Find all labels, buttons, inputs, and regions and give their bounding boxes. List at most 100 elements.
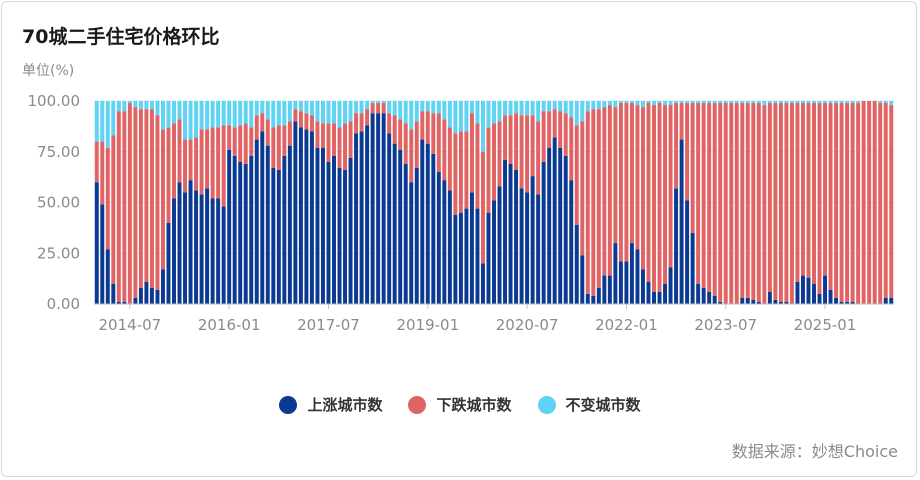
- bar-down: [442, 119, 447, 181]
- bar-flat: [729, 101, 734, 104]
- bar-flat: [365, 101, 370, 110]
- bar-flat: [784, 101, 789, 104]
- bar-up: [414, 167, 419, 304]
- bar-down: [514, 113, 519, 171]
- bar-up: [149, 287, 154, 304]
- bar-down: [376, 103, 381, 114]
- bar-up: [166, 222, 171, 304]
- bar-flat: [320, 101, 325, 124]
- bar-up: [392, 143, 397, 304]
- bar-up: [823, 275, 828, 304]
- bar-down: [663, 105, 668, 284]
- bar-down: [740, 103, 745, 298]
- bar-up: [315, 147, 320, 304]
- bar-down: [425, 111, 430, 144]
- bar-flat: [409, 101, 414, 130]
- bar-up: [696, 283, 701, 304]
- bar-up: [293, 121, 298, 304]
- bar-down: [359, 113, 364, 132]
- bar-flat: [889, 101, 894, 106]
- x-tick-label: 2016-01: [198, 316, 261, 334]
- bar-up: [144, 281, 149, 304]
- bar-flat: [839, 101, 844, 104]
- legend-item-down[interactable]: 下跌城市数: [408, 394, 512, 415]
- bar-flat: [376, 101, 381, 104]
- bar-flat: [265, 101, 270, 120]
- bar-flat: [635, 101, 640, 106]
- bar-down: [508, 115, 513, 164]
- bar-down: [718, 103, 723, 302]
- bar-flat: [563, 101, 568, 114]
- legend-item-flat[interactable]: 不变城市数: [537, 394, 641, 415]
- bar-down: [254, 115, 259, 140]
- bar-up: [784, 301, 789, 304]
- bar-up: [442, 180, 447, 304]
- bar-down: [127, 103, 132, 304]
- bar-down: [541, 111, 546, 162]
- bar-up: [458, 212, 463, 304]
- bar-flat: [492, 101, 496, 124]
- bar-up: [265, 145, 270, 304]
- bar-up: [839, 301, 844, 304]
- bar-up: [497, 186, 502, 304]
- x-tick-label: 2014-07: [99, 316, 162, 334]
- bar-flat: [431, 101, 436, 114]
- bar-flat: [458, 101, 463, 132]
- bar-up: [652, 291, 656, 304]
- bar-flat: [756, 101, 761, 104]
- bar-up: [254, 139, 259, 304]
- bar-down: [629, 103, 634, 244]
- bar-flat: [547, 101, 552, 112]
- bar-down: [265, 119, 270, 146]
- bar-down: [155, 115, 160, 290]
- legend-item-up[interactable]: 上涨城市数: [279, 394, 382, 415]
- bar-flat: [442, 101, 447, 120]
- bar-flat: [326, 101, 331, 124]
- bar-down: [536, 121, 541, 195]
- bar-flat: [745, 101, 750, 104]
- bar-flat: [276, 101, 281, 126]
- bar-down: [602, 107, 607, 276]
- bar-down: [574, 125, 579, 225]
- bar-flat: [116, 101, 121, 112]
- bar-flat: [823, 101, 828, 104]
- legend-swatch-flat: [537, 395, 556, 414]
- bar-down: [828, 103, 833, 290]
- bar-flat: [271, 101, 276, 128]
- stacked-bar-chart: 0.00 25.00 50.00 75.00 100.00 2014-07 2016-01…: [28, 92, 894, 334]
- bar-flat: [679, 101, 684, 104]
- bar-up: [800, 275, 805, 304]
- bar-flat: [751, 101, 756, 104]
- bar-flat: [436, 101, 441, 114]
- bar-flat: [514, 101, 519, 114]
- bar-down: [398, 119, 403, 150]
- legend-label-flat: 不变城市数: [565, 396, 641, 414]
- bar-up: [155, 289, 160, 304]
- bar-up: [447, 190, 452, 304]
- bar-flat: [767, 101, 772, 104]
- bar-flat: [122, 101, 127, 112]
- bar-up: [138, 287, 143, 304]
- bar-up: [100, 204, 105, 304]
- bar-up: [276, 170, 281, 304]
- bar-down: [447, 127, 452, 191]
- bar-up: [403, 163, 408, 304]
- bar-up: [690, 232, 695, 304]
- bar-flat: [254, 101, 259, 116]
- bar-up: [359, 131, 364, 304]
- bar-down: [320, 123, 325, 148]
- bar-down: [701, 103, 706, 288]
- bar-up: [817, 293, 822, 304]
- bar-down: [249, 127, 254, 156]
- bar-flat: [166, 101, 171, 128]
- bar-up: [712, 295, 717, 304]
- bar-flat: [778, 101, 783, 104]
- bar-down: [315, 121, 320, 148]
- bar-flat: [243, 101, 248, 124]
- bar-down: [585, 111, 590, 294]
- x-axis: 2014-07 2016-01 2017-07 2019-01 2020-07 2022-…: [94, 303, 894, 334]
- bar-flat: [359, 101, 364, 114]
- bar-down: [486, 127, 491, 213]
- bar-up: [177, 182, 182, 304]
